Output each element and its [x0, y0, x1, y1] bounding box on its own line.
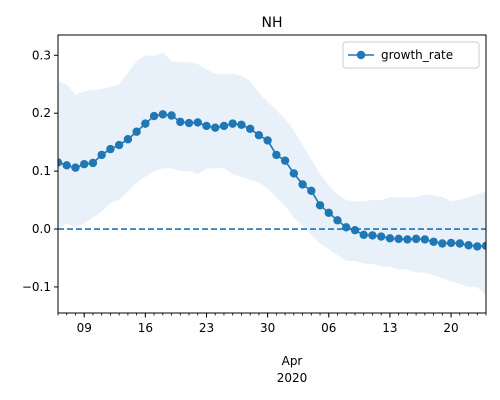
data-point [438, 239, 447, 248]
chart-title: NH [262, 15, 283, 31]
data-point [403, 235, 412, 244]
data-point [289, 169, 299, 178]
y-tick-label: 0.1 [32, 164, 51, 178]
data-point [141, 119, 150, 128]
plot-content [58, 52, 486, 296]
data-point [193, 118, 202, 127]
data-point [228, 119, 237, 128]
data-point [114, 140, 124, 150]
data-point [315, 201, 325, 210]
data-point [464, 241, 473, 250]
data-point [446, 238, 456, 248]
x-tick-label: 23 [199, 321, 214, 335]
x-tick-label: 16 [138, 321, 153, 335]
data-point [211, 123, 220, 132]
data-point [394, 234, 403, 244]
x-tick-label: 09 [77, 321, 92, 335]
data-point [455, 239, 464, 248]
data-point [429, 237, 438, 246]
data-point [376, 232, 386, 241]
y-tick-label: −0.1 [22, 280, 51, 294]
x-month-label: Apr [282, 354, 303, 368]
data-point [272, 150, 281, 160]
x-tick-label: 20 [443, 321, 458, 335]
data-point [149, 111, 159, 121]
data-point [254, 130, 264, 140]
data-point [342, 223, 351, 232]
data-point [473, 242, 482, 251]
x-tick-label: 30 [260, 321, 275, 335]
data-point [97, 150, 106, 160]
data-point [420, 235, 430, 244]
data-point [176, 117, 185, 127]
data-point [167, 111, 176, 120]
data-point [132, 127, 141, 136]
data-point [80, 159, 89, 169]
data-point [307, 186, 316, 195]
data-point [245, 124, 255, 134]
data-point [88, 158, 98, 168]
data-point [411, 234, 421, 244]
data-point [58, 158, 63, 167]
data-point [280, 156, 290, 165]
y-tick-label: 0.2 [32, 106, 51, 120]
data-point [350, 225, 360, 235]
plot-area [58, 52, 486, 296]
axes-frame [57, 34, 487, 314]
data-point [106, 144, 115, 154]
legend-box [342, 41, 480, 69]
y-tick-label: 0.3 [32, 48, 51, 62]
legend-marker-sample [356, 50, 366, 60]
data-point [219, 121, 229, 131]
y-tick-label: 0.0 [32, 222, 51, 236]
data-point [359, 230, 368, 240]
x-year-label: 2020 [277, 371, 308, 385]
axes: −0.1 0.0 0.1 0.2 0.3 09 16 23 30 06 13 20 [22, 34, 487, 335]
data-point [333, 216, 342, 225]
legend-label: growth_rate [381, 48, 453, 62]
data-point [158, 110, 168, 119]
confidence-band [58, 52, 486, 296]
legend: growth_rate [342, 41, 480, 69]
x-tick-label: 06 [321, 321, 336, 335]
data-point [71, 163, 80, 172]
data-point [324, 208, 333, 218]
data-point [298, 180, 307, 189]
data-point [263, 136, 272, 145]
x-tick-label: 13 [382, 321, 397, 335]
data-point [202, 121, 211, 131]
data-point [385, 234, 395, 243]
data-point [62, 161, 71, 170]
data-point [237, 120, 246, 129]
data-point [123, 135, 133, 144]
data-point [481, 241, 486, 251]
data-point [184, 118, 194, 128]
data-point [368, 231, 377, 240]
